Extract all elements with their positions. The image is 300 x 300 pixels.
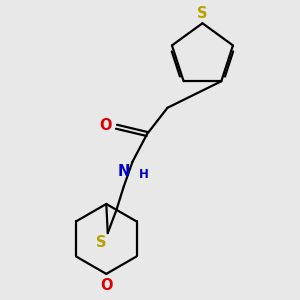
- Text: N: N: [117, 164, 130, 179]
- Text: O: O: [100, 118, 112, 133]
- Text: H: H: [139, 167, 149, 181]
- Text: S: S: [96, 236, 106, 250]
- Text: S: S: [197, 6, 208, 21]
- Text: O: O: [100, 278, 112, 293]
